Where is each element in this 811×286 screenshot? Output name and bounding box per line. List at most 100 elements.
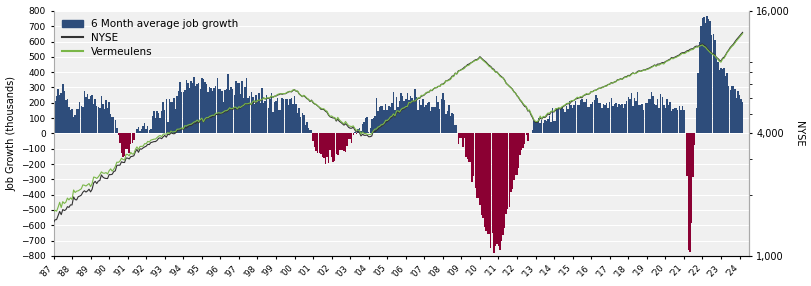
- Bar: [476, 133, 478, 198]
- Bar: [97, 107, 99, 133]
- Bar: [706, 15, 708, 133]
- Bar: [220, 89, 221, 133]
- Bar: [572, 108, 573, 133]
- Bar: [358, 128, 360, 133]
- Bar: [141, 129, 142, 133]
- Bar: [526, 133, 527, 136]
- Bar: [367, 117, 368, 133]
- Bar: [527, 133, 529, 141]
- Bar: [294, 96, 295, 133]
- Bar: [428, 102, 430, 133]
- Bar: [664, 108, 666, 133]
- Bar: [315, 133, 317, 151]
- Bar: [380, 106, 382, 133]
- Bar: [271, 94, 272, 133]
- Bar: [144, 123, 145, 133]
- Bar: [298, 108, 300, 133]
- Bar: [326, 133, 328, 158]
- Bar: [444, 100, 445, 133]
- Bar: [607, 108, 609, 133]
- Bar: [566, 106, 567, 133]
- Bar: [95, 99, 96, 133]
- Bar: [377, 112, 379, 133]
- Bar: [570, 105, 572, 133]
- Bar: [484, 133, 485, 227]
- Bar: [534, 122, 536, 133]
- Bar: [68, 107, 70, 133]
- Bar: [461, 133, 462, 138]
- Bar: [235, 81, 237, 133]
- Bar: [581, 99, 582, 133]
- Bar: [621, 104, 623, 133]
- Bar: [337, 133, 338, 155]
- Bar: [283, 100, 285, 133]
- Bar: [736, 98, 737, 133]
- Bar: [669, 102, 671, 133]
- Bar: [711, 35, 712, 133]
- Bar: [632, 106, 633, 133]
- Bar: [547, 119, 549, 133]
- Bar: [56, 96, 58, 133]
- Bar: [448, 105, 450, 133]
- Bar: [447, 111, 448, 133]
- Bar: [323, 133, 324, 158]
- Bar: [324, 133, 326, 164]
- Bar: [227, 74, 229, 133]
- Bar: [252, 97, 254, 133]
- Bar: [385, 104, 386, 133]
- Bar: [128, 133, 130, 153]
- Bar: [264, 101, 266, 133]
- Bar: [269, 99, 271, 133]
- Bar: [101, 96, 102, 133]
- Bar: [459, 133, 461, 138]
- Bar: [649, 99, 650, 133]
- Bar: [76, 109, 77, 133]
- Bar: [586, 99, 587, 133]
- Bar: [388, 106, 389, 133]
- Bar: [285, 100, 286, 133]
- Bar: [107, 108, 109, 133]
- Bar: [454, 125, 456, 133]
- Bar: [314, 133, 315, 147]
- Bar: [623, 108, 624, 133]
- Bar: [575, 101, 577, 133]
- Bar: [232, 89, 234, 133]
- Bar: [597, 98, 598, 133]
- Bar: [152, 116, 153, 133]
- Bar: [479, 133, 481, 205]
- Bar: [384, 110, 385, 133]
- Bar: [544, 120, 546, 133]
- Bar: [346, 133, 348, 146]
- Bar: [331, 133, 333, 157]
- Bar: [372, 118, 374, 133]
- Bar: [165, 99, 167, 133]
- Bar: [698, 42, 700, 133]
- Bar: [662, 97, 663, 133]
- Bar: [88, 99, 90, 133]
- Bar: [281, 98, 283, 133]
- Bar: [84, 92, 85, 133]
- Bar: [561, 107, 563, 133]
- Bar: [439, 109, 440, 133]
- Bar: [594, 100, 595, 133]
- Bar: [659, 108, 660, 133]
- Bar: [501, 133, 502, 241]
- Bar: [546, 121, 547, 133]
- Bar: [268, 108, 269, 133]
- Bar: [280, 110, 281, 133]
- Y-axis label: NYSE: NYSE: [794, 121, 804, 146]
- Bar: [182, 92, 184, 133]
- Bar: [237, 83, 238, 133]
- Bar: [334, 133, 336, 161]
- Bar: [731, 86, 732, 133]
- Bar: [558, 109, 560, 133]
- Bar: [260, 103, 261, 133]
- Bar: [111, 117, 113, 133]
- Bar: [122, 133, 124, 157]
- Bar: [694, 133, 696, 146]
- Bar: [435, 107, 436, 133]
- Bar: [505, 133, 507, 214]
- Bar: [240, 94, 241, 133]
- Bar: [703, 17, 705, 133]
- Bar: [255, 95, 256, 133]
